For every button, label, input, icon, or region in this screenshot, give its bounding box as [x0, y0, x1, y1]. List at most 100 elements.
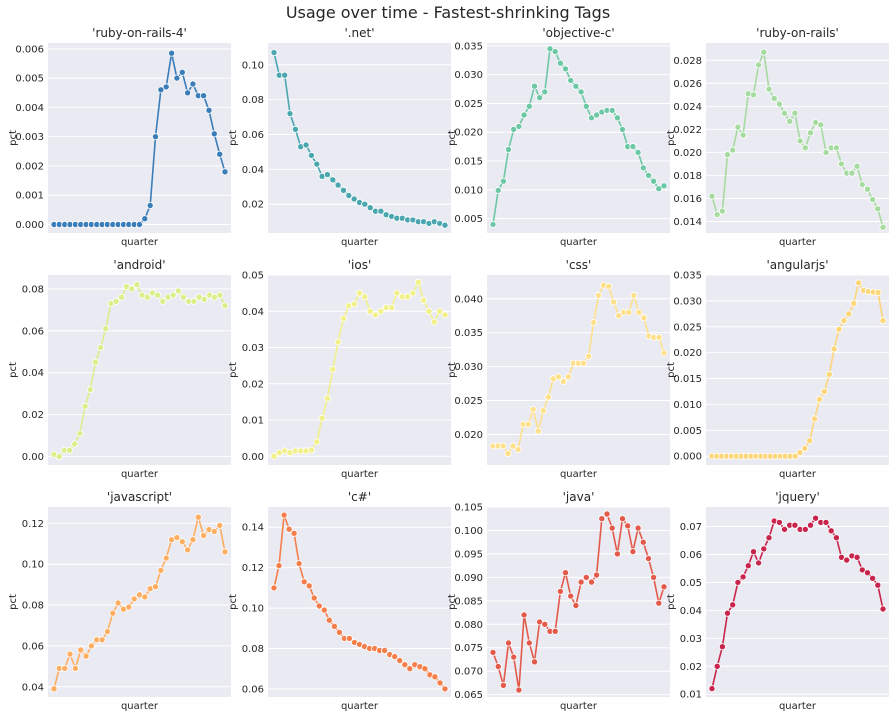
data-point	[734, 578, 742, 586]
y-tick-label: 0.12	[22, 519, 44, 530]
plot-area	[48, 43, 231, 233]
data-point	[315, 602, 323, 610]
data-point	[71, 440, 79, 448]
y-tick-label: 0.10	[242, 60, 264, 71]
plot-area	[48, 275, 231, 465]
x-axis-label: quarter	[121, 701, 159, 712]
data-point	[285, 525, 293, 533]
subplot-title: 'javascript'	[107, 490, 172, 504]
data-point	[98, 636, 106, 644]
data-point	[531, 82, 539, 90]
data-point	[750, 91, 758, 99]
data-point	[582, 573, 590, 581]
y-tick-label: 0.00	[242, 452, 264, 463]
y-tick-label: 0.005	[454, 214, 483, 225]
data-point	[864, 569, 872, 577]
y-tick-label: 0.06	[242, 684, 264, 695]
data-point	[827, 527, 835, 535]
y-tick-label: 0.002	[15, 161, 44, 172]
data-point	[525, 639, 533, 647]
data-point	[130, 595, 138, 603]
y-tick-label: 0.030	[454, 70, 483, 81]
data-point	[729, 146, 737, 154]
data-point	[840, 317, 848, 325]
y-tick-label: 0.016	[673, 194, 702, 205]
data-point	[791, 452, 799, 460]
data-point	[210, 528, 218, 536]
data-point	[141, 593, 149, 601]
data-point	[221, 302, 229, 310]
data-point	[615, 312, 623, 320]
data-point	[567, 592, 575, 600]
y-tick-label: 0.02	[22, 410, 44, 421]
data-point	[184, 546, 192, 554]
data-point	[874, 289, 882, 297]
subplot-ios: 0.00 0.01 0.02 0.03 0.04 0.05 'ios' quarter pct	[228, 258, 451, 480]
data-point	[404, 293, 412, 301]
data-point	[320, 606, 328, 614]
data-point	[189, 536, 197, 544]
data-point	[355, 289, 363, 297]
data-point	[541, 88, 549, 96]
data-point	[848, 169, 856, 177]
x-axis-label: quarter	[560, 237, 598, 248]
data-point	[178, 68, 186, 76]
subplot-title: 'angularjs'	[767, 258, 829, 272]
data-point	[843, 556, 851, 564]
data-point	[801, 444, 809, 452]
data-point	[366, 204, 374, 212]
data-point	[377, 207, 385, 215]
data-point	[514, 445, 522, 453]
subplot-objective-c: 0.005 0.010 0.015 0.020 0.025 0.030 0.035 'obje…	[447, 26, 670, 248]
data-point	[414, 278, 422, 286]
data-point	[613, 114, 621, 122]
data-point	[300, 578, 308, 586]
data-point	[724, 609, 732, 617]
data-point	[425, 307, 433, 315]
data-point	[832, 144, 840, 152]
data-point	[92, 358, 100, 366]
data-point	[270, 452, 278, 460]
data-point	[708, 192, 716, 200]
y-axis-label: pct	[447, 130, 458, 146]
data-point	[858, 181, 866, 189]
data-point	[572, 82, 580, 90]
data-point	[216, 150, 224, 158]
data-point	[524, 420, 532, 428]
y-tick-label: 0.025	[454, 396, 483, 407]
y-tick-label: 0.035	[673, 271, 702, 282]
data-point	[441, 685, 449, 693]
y-tick-label: 0.025	[673, 322, 702, 333]
data-point	[114, 599, 122, 607]
x-axis-label: quarter	[121, 237, 159, 248]
data-point	[625, 308, 633, 316]
data-point	[739, 131, 747, 139]
data-point	[325, 616, 333, 624]
data-point	[624, 522, 632, 530]
data-point	[102, 325, 110, 333]
y-tick-label: 0.010	[454, 185, 483, 196]
data-point	[174, 287, 182, 295]
data-point	[619, 515, 627, 523]
y-tick-label: 0.001	[15, 191, 44, 202]
subplot-jquery: 0.01 0.02 0.03 0.04 0.05 0.06 0.07 'jquery' quar…	[666, 490, 889, 712]
x-axis-label: quarter	[779, 701, 817, 712]
data-point	[168, 49, 176, 57]
y-tick-label: 0.095	[454, 549, 483, 560]
data-point	[329, 365, 337, 373]
data-point	[724, 151, 732, 159]
data-point	[280, 511, 288, 519]
data-point	[786, 117, 794, 125]
data-point	[281, 71, 289, 79]
y-axis-label: pct	[447, 362, 458, 378]
y-axis-label: pct	[228, 594, 239, 610]
data-point	[151, 583, 159, 591]
data-point	[169, 291, 177, 299]
y-tick-label: 0.00	[22, 452, 44, 463]
data-point	[608, 524, 616, 532]
y-tick-label: 0.05	[242, 271, 264, 282]
data-point	[760, 545, 768, 553]
y-tick-label: 0.080	[454, 620, 483, 631]
data-point	[734, 123, 742, 131]
